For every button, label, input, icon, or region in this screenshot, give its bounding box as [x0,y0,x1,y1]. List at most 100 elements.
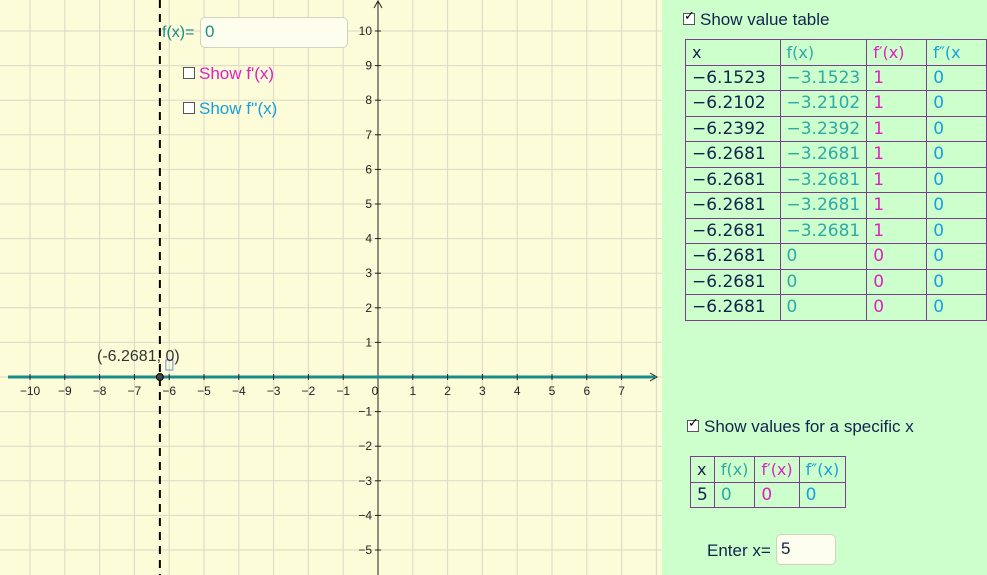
y-tick-label: 6 [365,162,372,176]
cell-f1x: 1 [866,141,928,168]
x-tick-label: 7 [618,384,625,398]
x-tick-label: 3 [479,384,486,398]
specific-value-f2x: 0 [798,481,847,508]
show-f1-label[interactable]: Show f'(x) [199,64,275,83]
side-panel: Show value table x f(x) f′(x) f″(x −6.15… [662,0,987,575]
y-tick-label: 2 [365,301,372,315]
x-tick-label: −10 [20,384,41,398]
coordinate-plane[interactable]: −10 −9 −8 −7 −6 −5 −4 −3 −2 −1 0 1 2 3 4 5 6 710987654321… [0,0,662,575]
y-tick-label: 1 [365,335,372,349]
value-table-row: −6.1523 −3.1523 1 0 [685,64,987,91]
y-tick-label: 7 [365,128,372,142]
cell-x: −6.2681 [685,243,781,270]
cell-x: −6.2681 [685,166,781,193]
y-tick-label: 8 [365,93,372,107]
cell-f2x: 0 [926,115,987,142]
specific-header-x: x [690,456,715,483]
cell-f1x: 1 [866,217,928,244]
show-specific-x-checkbox[interactable] [687,416,699,432]
header-f1x: f′(x) [866,39,928,66]
point-label: (-6.2681, 0) [97,348,180,365]
cell-f1x: 1 [866,115,928,142]
specific-header-f2x: f″(x) [798,456,847,483]
specific-header-f1x: f′(x) [754,456,800,483]
x-tick-label: 5 [549,384,556,398]
cell-x: −6.2681 [685,268,781,295]
cell-fx: 0 [779,243,868,270]
cell-f1x: 0 [866,294,928,321]
cell-f2x: 0 [926,141,987,168]
show-specific-x-label[interactable]: Show values for a specific x [704,417,914,436]
cell-fx: −3.2681 [779,166,868,193]
cell-f2x: 0 [926,268,987,295]
value-table-row: −6.2392 −3.2392 1 0 [685,115,987,142]
y-tick-label: −5 [358,543,372,557]
function-label: f(x)= [162,24,195,41]
value-table-row: −6.2681 0 0 0 [685,294,987,321]
x-tick-label: −7 [128,384,142,398]
cell-f1x: 0 [866,268,928,295]
cell-f2x: 0 [926,243,987,270]
enter-x-input-value: 5 [781,539,791,558]
show-f1-checkbox[interactable] [183,67,195,79]
cell-fx: −3.1523 [779,64,868,91]
cell-f1x: 1 [866,166,928,193]
x-tick-label: −4 [232,384,246,398]
x-tick-label: −3 [267,384,281,398]
y-tick-label: 3 [365,266,372,280]
function-input[interactable]: 0 [200,17,348,48]
x-tick-label: −2 [302,384,316,398]
show-value-table-checkbox[interactable] [683,9,695,25]
x-axis-arrow [649,372,659,382]
cell-x: −6.2681 [685,192,781,219]
function-input-value: 0 [205,22,215,41]
cell-f1x: 1 [866,90,928,117]
specific-header-fx: f(x) [713,456,756,483]
x-tick-label: −6 [162,384,176,398]
x-tick-label: −8 [93,384,107,398]
cell-f2x: 0 [926,217,987,244]
specific-x-header: x f(x) f′(x) f″(x) [690,456,847,483]
show-f2-checkbox[interactable] [183,102,195,114]
graph-view[interactable]: −10 −9 −8 −7 −6 −5 −4 −3 −2 −1 0 1 2 3 4 5 6 7 10 9 8 7 6 5 4 3 2 1… [0,0,662,575]
cell-f2x: 0 [926,64,987,91]
cell-x: −6.2681 [685,294,781,321]
y-tick-label: −2 [358,439,372,453]
cell-f2x: 0 [926,90,987,117]
y-tick-label: 10 [359,24,373,38]
value-table-row: −6.2681 0 0 0 [685,268,987,295]
cell-f2x: 0 [926,192,987,219]
cell-fx: −3.2681 [779,192,868,219]
x-tick-label: 0 [372,384,379,398]
value-table-row: −6.2681 0 0 0 [685,243,987,270]
value-table-header: x f(x) f′(x) f″(x [685,39,987,66]
value-table-row: −6.2681 −3.2681 1 0 [685,217,987,244]
cell-x: −6.2681 [685,141,781,168]
cell-x: −6.2102 [685,90,781,117]
x-tick-label: 2 [444,384,451,398]
value-table-row: −6.2102 −3.2102 1 0 [685,90,987,117]
header-f2x: f″(x [926,39,987,66]
show-value-table-label[interactable]: Show value table [700,10,830,29]
specific-value-x: 5 [690,481,715,508]
cell-f1x: 1 [866,192,928,219]
y-tick-label: 9 [365,59,372,73]
cell-fx: −3.2681 [779,141,868,168]
x-tick-label: −5 [197,384,211,398]
specific-x-table: x f(x) f′(x) f″(x) 5 0 0 0 [690,456,847,508]
specific-x-values: 5 0 0 0 [690,481,847,508]
value-table: x f(x) f′(x) f″(x −6.1523 −3.1523 1 0 −6.210… [685,39,987,321]
cell-fx: 0 [779,294,868,321]
cell-fx: −3.2681 [779,217,868,244]
y-axis-arrow [373,0,383,9]
cell-x: −6.1523 [685,64,781,91]
cell-f2x: 0 [926,294,987,321]
cell-fx: −3.2102 [779,90,868,117]
x-tick-label: 1 [409,384,416,398]
point-marker [155,373,164,381]
enter-x-input[interactable]: 5 [776,534,836,565]
show-f2-label[interactable]: Show f''(x) [199,99,278,118]
cell-x: −6.2392 [685,115,781,142]
value-table-row: −6.2681 −3.2681 1 0 [685,192,987,219]
x-tick-label: 4 [514,384,521,398]
